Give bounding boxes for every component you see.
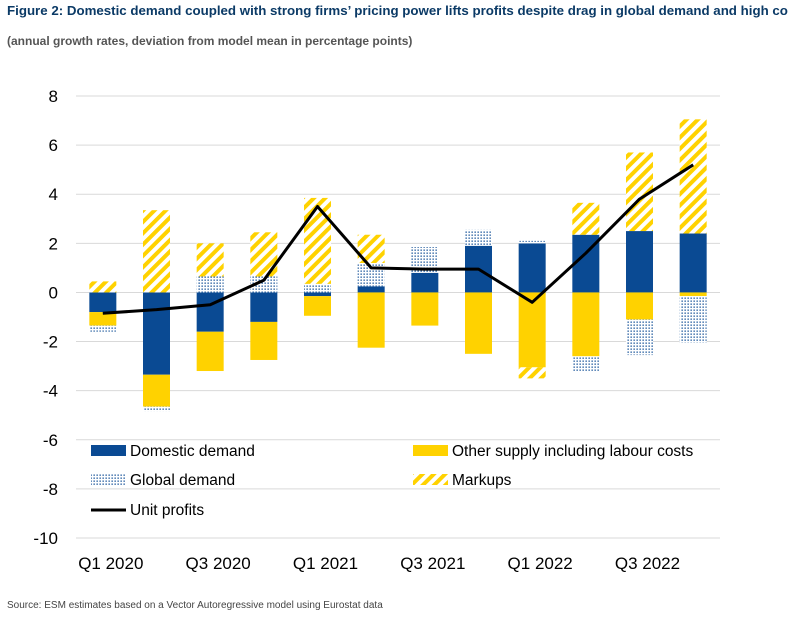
- bar-global-8: [465, 229, 492, 246]
- chart-title: Figure 2: Domestic demand coupled with s…: [7, 3, 788, 18]
- bar-global-10: [572, 356, 600, 372]
- legend-label-other-supply: Other supply including labour costs: [452, 443, 693, 460]
- bar-global-5: [304, 283, 331, 293]
- bar-global-1: [89, 325, 117, 332]
- x-tick-label: Q3 2020: [186, 554, 251, 573]
- y-tick-label: -8: [43, 480, 58, 499]
- bar-domestic-7: [411, 272, 439, 293]
- bar-other_supply-6: [357, 292, 385, 348]
- bar-other_supply-2: [143, 374, 170, 407]
- legend-label-global: Global demand: [130, 472, 235, 489]
- bar-global-9: [518, 240, 546, 244]
- bar-markups-9: [518, 367, 546, 379]
- bar-other_supply-10: [572, 292, 600, 357]
- bar-markups-4: [250, 232, 278, 277]
- bar-other_supply-9: [518, 292, 546, 368]
- bar-global-11: [626, 319, 653, 356]
- y-tick-label: 2: [49, 234, 58, 253]
- bar-domestic-9: [518, 243, 546, 293]
- bar-markups-5: [304, 197, 331, 284]
- legend: Domestic demand Other supply including l…: [91, 443, 693, 519]
- x-tick-label: Q1 2022: [508, 554, 573, 573]
- bar-domestic-5: [304, 292, 331, 297]
- x-tick-label: Q3 2021: [400, 554, 465, 573]
- bar-global-12: [679, 296, 707, 343]
- y-tick-label: -6: [43, 431, 58, 450]
- legend-swatch-other-supply: [413, 445, 448, 456]
- bar-markups-10: [572, 202, 600, 235]
- bar-other_supply-3: [196, 331, 224, 372]
- bar-other_supply-7: [411, 292, 439, 326]
- bar-other_supply-8: [465, 292, 492, 354]
- x-tick-label: Q3 2022: [615, 554, 680, 573]
- bar-markups-3: [196, 243, 224, 277]
- x-tick-label: Q1 2020: [78, 554, 143, 573]
- bar-markups-2: [143, 210, 170, 293]
- y-tick-label: 6: [49, 136, 58, 155]
- y-tick-label: -4: [43, 382, 58, 401]
- bar-other_supply-11: [626, 292, 653, 320]
- legend-label-domestic: Domestic demand: [130, 443, 255, 460]
- legend-swatch-global: [91, 474, 126, 485]
- bar-domestic-12: [679, 233, 707, 293]
- unit-profits-line: [102, 163, 695, 315]
- bar-domestic-3: [196, 292, 224, 332]
- chart-subtitle: (annual growth rates, deviation from mod…: [7, 34, 413, 48]
- bar-global-4: [250, 276, 278, 293]
- x-tick-label: Q1 2021: [293, 554, 358, 573]
- x-axis-ticks: Q1 2020 Q3 2020 Q1 2021 Q3 2021 Q1 2022 Q3 20…: [78, 554, 680, 573]
- bar-other_supply-12: [679, 292, 707, 297]
- y-tick-label: 8: [49, 87, 58, 106]
- bar-domestic-4: [250, 292, 278, 322]
- y-axis-ticks: 8 6 4 2 0 -2 -4 -6 -8 -10: [33, 87, 58, 548]
- line-layer: [102, 163, 695, 315]
- y-tick-label: -2: [43, 333, 58, 352]
- bar-domestic-1: [89, 292, 117, 313]
- legend-label-markups: Markups: [452, 472, 512, 489]
- bar-markups-12: [679, 119, 707, 234]
- bar-layer: [89, 119, 707, 412]
- grid-layer: [76, 95, 720, 539]
- legend-swatch-domestic: [91, 445, 126, 456]
- bar-domestic-6: [357, 286, 385, 293]
- bar-other_supply-1: [89, 312, 117, 326]
- bar-domestic-2: [143, 292, 170, 375]
- y-tick-label: 4: [49, 185, 58, 204]
- bar-other_supply-5: [304, 296, 331, 316]
- bar-global-2: [143, 406, 170, 412]
- legend-label-unit-profits: Unit profits: [130, 502, 204, 519]
- bar-global-3: [196, 276, 224, 293]
- y-tick-label: 0: [49, 283, 58, 302]
- legend-swatch-markups: [413, 474, 448, 485]
- bar-markups-1: [89, 281, 117, 293]
- bar-domestic-11: [626, 231, 653, 293]
- source-note: Source: ESM estimates based on a Vector …: [7, 600, 383, 611]
- y-tick-label: -10: [33, 529, 58, 548]
- bar-other_supply-4: [250, 321, 278, 360]
